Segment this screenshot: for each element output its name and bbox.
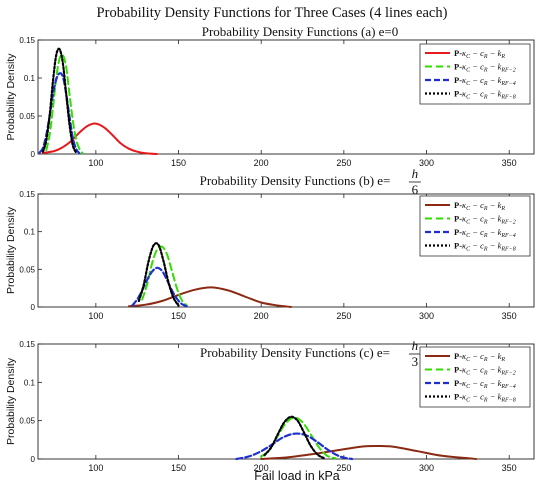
series-line-3 bbox=[131, 266, 188, 308]
x-tick-label: 100 bbox=[88, 463, 103, 473]
series-line-3 bbox=[235, 432, 354, 461]
x-tick-label: 200 bbox=[254, 463, 269, 473]
y-tick-label: 0.1 bbox=[24, 228, 36, 237]
title-fraction-denominator: 3 bbox=[412, 354, 419, 369]
figure-title: Probability Density Functions for Three … bbox=[97, 5, 448, 21]
series-line-4 bbox=[41, 47, 78, 154]
series-line-2 bbox=[45, 53, 84, 155]
y-tick-label: 0.05 bbox=[19, 417, 35, 426]
legend-label: P-κC − cR − kRF−2 bbox=[454, 365, 516, 377]
y-tick-label: 0.1 bbox=[24, 74, 36, 83]
plot-frame bbox=[37, 343, 535, 460]
legend: P-κC − cR − kRP-κC − cR − kRF−2P-κC − cR… bbox=[419, 195, 531, 257]
y-axis-label: Probability Density bbox=[5, 53, 17, 141]
legend-label: P-κC − cR − kR bbox=[454, 351, 505, 363]
legend-label: P-κC − cR − kRF−2 bbox=[454, 214, 516, 226]
legend-label: P-κC − cR − kRF−4 bbox=[454, 227, 516, 239]
series-line-1 bbox=[127, 286, 292, 308]
y-tick-label: 0 bbox=[31, 303, 36, 312]
y-tick-label: 0.15 bbox=[19, 36, 35, 45]
series-line-1 bbox=[42, 122, 158, 155]
panel-title: Probability Density Functions (b) e= bbox=[200, 173, 391, 188]
legend-label: P-κC − cR − kRF−8 bbox=[454, 241, 516, 253]
y-tick-label: 0.15 bbox=[19, 190, 35, 199]
legend-label: P-κC − cR − kRF−8 bbox=[454, 89, 516, 101]
chart-panels: Probability Density Functions (a) e=0 0 0.… bbox=[5, 24, 535, 473]
x-tick-label: 100 bbox=[88, 158, 103, 168]
x-tick-label: 150 bbox=[171, 463, 186, 473]
chart-panel-2: Probability Density Functions (b) e= h6 0 0… bbox=[5, 166, 535, 321]
y-tick-label: 0 bbox=[31, 150, 36, 159]
legend: P-κC − cR − kRP-κC − cR − kRF−2P-κC − cR… bbox=[419, 43, 531, 105]
panel-title: Probability Density Functions (c) e= bbox=[200, 345, 390, 360]
x-tick-label: 350 bbox=[502, 311, 517, 321]
x-tick-label: 350 bbox=[502, 158, 517, 168]
x-tick-label: 300 bbox=[419, 158, 434, 168]
legend-label: P-κC − cR − kR bbox=[454, 48, 505, 60]
legend-label: P-κC − cR − kRF−4 bbox=[454, 75, 516, 87]
title-fraction-denominator: 6 bbox=[412, 182, 419, 197]
series-line-1 bbox=[260, 444, 478, 460]
x-axis-label: Fail load in kPa bbox=[254, 469, 340, 483]
series-line-4 bbox=[263, 415, 326, 460]
y-tick-label: 0 bbox=[31, 455, 36, 464]
y-axis-label: Probability Density bbox=[5, 206, 17, 294]
x-tick-label: 250 bbox=[336, 463, 351, 473]
x-tick-label: 200 bbox=[254, 158, 269, 168]
x-tick-label: 150 bbox=[171, 158, 186, 168]
title-fraction-numerator: h bbox=[412, 166, 419, 181]
legend-label: P-κC − cR − kRF−2 bbox=[454, 62, 516, 74]
y-axis-label: Probability Density bbox=[5, 357, 17, 445]
legend-label: P-κC − cR − kRF−8 bbox=[454, 392, 516, 404]
legend-label: P-κC − cR − kRF−4 bbox=[454, 378, 516, 390]
x-tick-label: 100 bbox=[88, 311, 103, 321]
x-tick-label: 300 bbox=[419, 463, 434, 473]
x-tick-label: 200 bbox=[254, 311, 269, 321]
y-tick-label: 0.05 bbox=[19, 112, 35, 121]
x-tick-label: 250 bbox=[336, 311, 351, 321]
y-tick-label: 0.05 bbox=[19, 265, 35, 274]
chart-panel-3: Probability Density Functions (c) e= h300… bbox=[5, 338, 535, 473]
series-line-4 bbox=[137, 242, 180, 307]
title-fraction-numerator: h bbox=[412, 338, 419, 353]
chart-panel-1: Probability Density Functions (a) e=0 0 0.… bbox=[5, 24, 535, 168]
x-tick-label: 300 bbox=[419, 311, 434, 321]
x-tick-label: 250 bbox=[336, 158, 351, 168]
plot-frame bbox=[37, 39, 535, 155]
x-tick-label: 150 bbox=[171, 311, 186, 321]
legend: P-κC − cR − kRP-κC − cR − kRF−2P-κC − cR… bbox=[419, 346, 531, 408]
y-tick-label: 0.1 bbox=[24, 378, 36, 387]
panel-title: Probability Density Functions (a) e=0 bbox=[202, 24, 399, 39]
legend-label: P-κC − cR − kR bbox=[454, 200, 505, 212]
y-tick-label: 0.15 bbox=[19, 340, 35, 349]
x-tick-label: 350 bbox=[502, 463, 517, 473]
